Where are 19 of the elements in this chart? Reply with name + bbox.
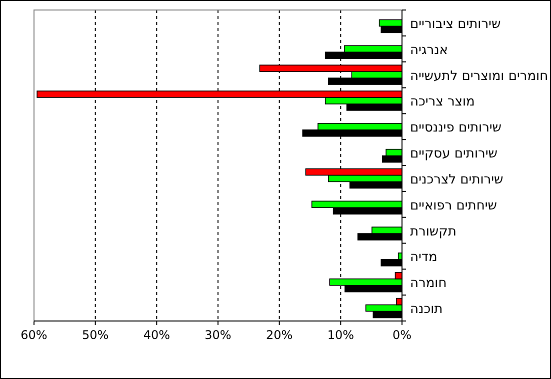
y-tick-label: שירותים ציבוריים xyxy=(410,16,501,32)
x-tick-label: 40% xyxy=(143,328,170,342)
x-tick-label: 10% xyxy=(327,328,354,342)
x-tick-label: 30% xyxy=(204,328,232,342)
y-tick-label: שיחתים רפואיים xyxy=(410,198,497,214)
y-tick-label: תקשורת xyxy=(410,224,456,240)
y-tick-label: מוצר צריכה xyxy=(410,94,475,110)
y-tick-label: חומרים ומוצרים לתעשייה xyxy=(410,68,548,84)
x-tick-label: 50% xyxy=(82,328,109,342)
y-tick-label: מדיה xyxy=(410,250,438,266)
x-tick-label: 0% xyxy=(392,328,412,342)
x-tick-label: 20% xyxy=(266,328,293,342)
y-tick-label: תוכנה xyxy=(410,302,443,318)
y-tick-label: חומרה xyxy=(410,276,447,292)
x-tick-label: 60% xyxy=(20,328,48,342)
y-tick-label: שירותים פיננסיים xyxy=(410,120,502,136)
y-tick-label: שירותים עסקיים xyxy=(410,146,498,162)
y-tick-label: שירותים לצרכנים xyxy=(410,172,504,188)
y-tick-label: אנרגיה xyxy=(410,42,448,58)
